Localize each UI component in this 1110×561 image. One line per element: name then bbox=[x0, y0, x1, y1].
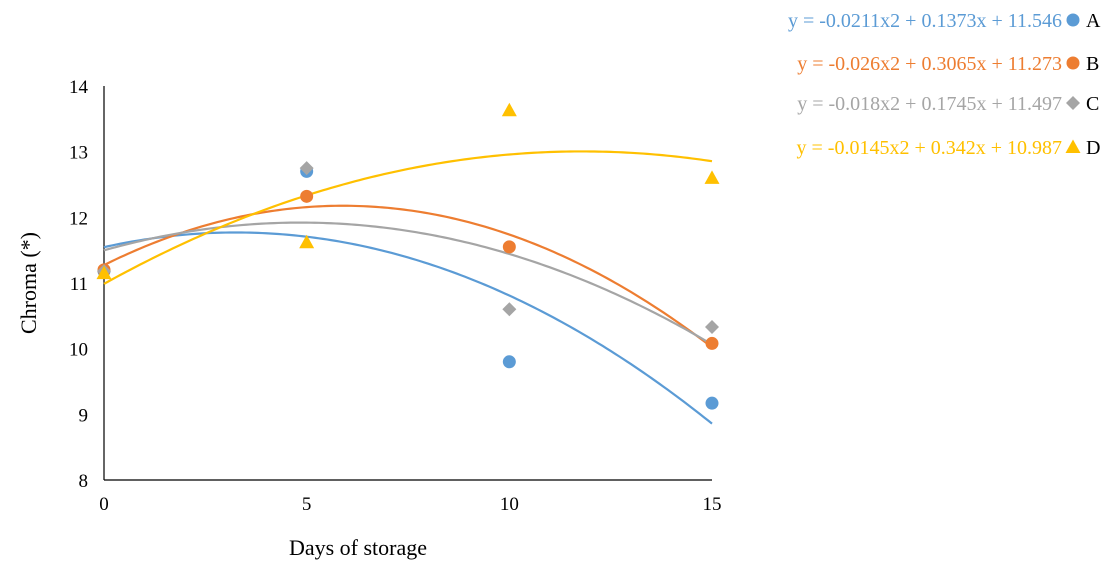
data-point-b bbox=[502, 240, 516, 254]
legend-label-a: A bbox=[1086, 10, 1101, 32]
legend-marker-a bbox=[1066, 13, 1080, 27]
y-tick-label: 9 bbox=[79, 405, 89, 426]
y-tick-label: 13 bbox=[69, 143, 88, 164]
trendline-d bbox=[103, 150, 713, 285]
data-point-d bbox=[96, 265, 112, 280]
legend: y = -0.0211x2 + 0.1373x + 11.546 Ay = -0.… bbox=[788, 10, 1101, 159]
data-point-a bbox=[705, 396, 719, 410]
data-point-a bbox=[502, 355, 516, 369]
y-axis-title: Chroma (*) bbox=[16, 232, 41, 334]
data-point-d bbox=[299, 234, 315, 249]
y-tick-label: 10 bbox=[69, 340, 88, 361]
data-point-c bbox=[502, 302, 517, 317]
legend-marker-d bbox=[1065, 139, 1081, 153]
trendline-a bbox=[103, 231, 713, 425]
data-point-b bbox=[300, 189, 314, 203]
x-tick-label: 5 bbox=[302, 494, 312, 515]
legend-label-b: B bbox=[1086, 53, 1099, 75]
x-tick-label: 15 bbox=[703, 494, 722, 515]
tick-labels: 0 5 10 15 8 9 10 11 12 13 14 bbox=[69, 77, 722, 515]
y-tick-label: 14 bbox=[69, 77, 89, 98]
y-tick-label: 11 bbox=[70, 274, 88, 295]
data-point-d bbox=[501, 102, 517, 117]
trendline-equation-d: y = -0.0145x2 + 0.342x + 10.987 bbox=[797, 137, 1063, 159]
trendline-equation-a: y = -0.0211x2 + 0.1373x + 11.546 bbox=[788, 10, 1062, 32]
legend-marker-c bbox=[1066, 96, 1080, 110]
x-tick-label: 10 bbox=[500, 494, 519, 515]
trendline-c bbox=[103, 221, 713, 346]
axes bbox=[103, 86, 712, 481]
y-tick-label: 12 bbox=[69, 208, 88, 229]
trendline-equation-c: y = -0.018x2 + 0.1745x + 11.497 bbox=[797, 93, 1062, 115]
trendlines bbox=[103, 150, 713, 425]
data-point-c bbox=[299, 161, 314, 176]
x-tick-label: 0 bbox=[99, 494, 109, 515]
y-tick-label: 8 bbox=[79, 471, 89, 492]
legend-label-d: D bbox=[1086, 137, 1100, 159]
data-point-c bbox=[705, 319, 719, 334]
trendline-equation-b: y = -0.026x2 + 0.3065x + 11.273 bbox=[797, 53, 1062, 75]
data-point-d bbox=[704, 170, 720, 184]
legend-marker-b bbox=[1066, 56, 1080, 70]
trendline-b bbox=[103, 204, 713, 349]
data-points bbox=[96, 102, 720, 410]
x-axis-title: Days of storage bbox=[289, 535, 427, 560]
legend-label-c: C bbox=[1086, 93, 1099, 115]
data-point-b bbox=[705, 336, 719, 350]
